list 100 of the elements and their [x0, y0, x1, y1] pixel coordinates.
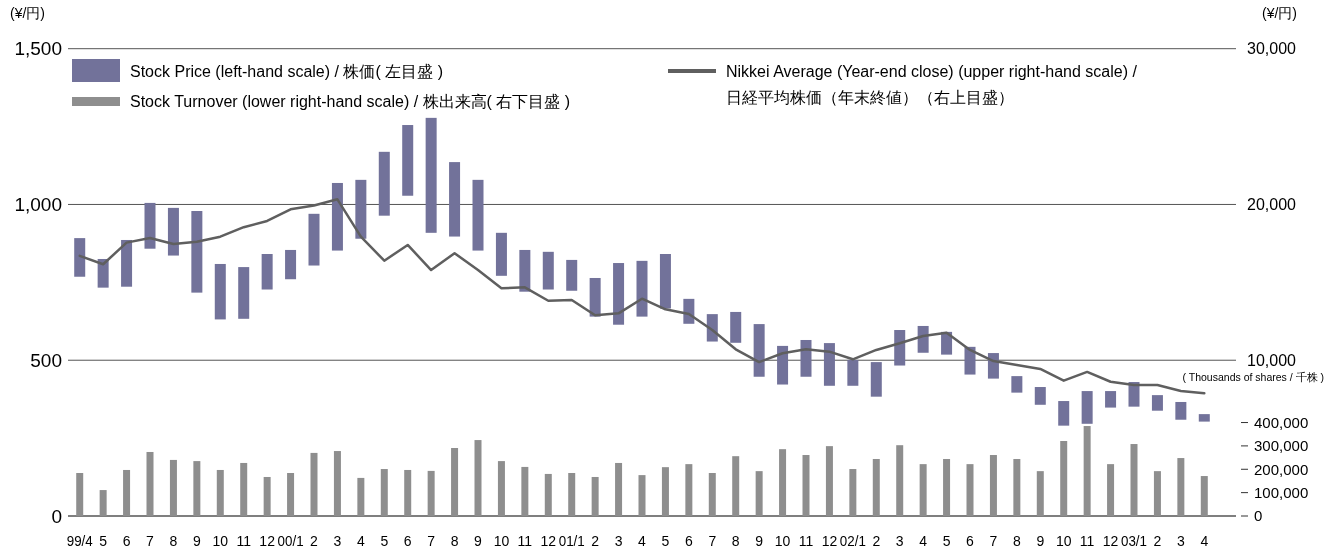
x-tick-label: 10 [774, 532, 791, 549]
bar [308, 213, 320, 266]
bar [99, 490, 107, 516]
bar [966, 464, 974, 516]
x-tick-label: 3 [895, 532, 904, 549]
legend-label: Stock Turnover (lower right-hand scale) / 株出来高( 右下目盛 ) [130, 92, 571, 110]
bar [753, 324, 765, 377]
x-tick-label: 3 [1176, 532, 1185, 549]
bar [191, 211, 203, 293]
bar [638, 475, 646, 516]
bar [1200, 476, 1208, 516]
bar [123, 469, 131, 516]
x-tick-label: 12 [259, 532, 276, 549]
y3-tick-label: 100,000 [1254, 483, 1309, 501]
bar [542, 251, 554, 290]
x-tick-label: 10 [212, 532, 229, 549]
x-tick-label: 8 [731, 532, 740, 549]
x-tick-label: 2 [872, 532, 881, 549]
bar [285, 249, 297, 280]
bar [287, 473, 295, 516]
y3-tick-label: 200,000 [1254, 460, 1309, 478]
bar [872, 458, 880, 516]
bar [472, 179, 484, 251]
x-tick-label: 4 [1200, 532, 1209, 549]
y-tick-label: 500 [30, 349, 62, 371]
bar [76, 473, 84, 516]
y-tick-label: 1,000 [14, 194, 62, 216]
bar [800, 339, 812, 377]
y3-tick-label: 300,000 [1254, 437, 1309, 455]
bar [708, 473, 716, 516]
bar [427, 470, 435, 516]
y2-tick-label: 10,000 [1247, 351, 1297, 369]
x-tick-label: 11 [517, 532, 533, 549]
bar [380, 469, 388, 516]
x-tick-label: 9 [755, 532, 764, 549]
bar [943, 458, 951, 516]
x-tick-label: 12 [540, 532, 557, 549]
bar [521, 466, 529, 516]
y3-axis-title: ( Thousands of shares / 千株 ) [1182, 370, 1324, 383]
x-tick-label: 5 [380, 532, 389, 549]
y2-tick-label: 20,000 [1247, 196, 1297, 214]
bar [167, 207, 179, 256]
bar [1130, 444, 1138, 516]
bar [849, 469, 857, 516]
x-tick-label: 9 [474, 532, 483, 549]
x-tick-label: 8 [1012, 532, 1021, 549]
bar [74, 238, 86, 277]
x-tick-label: 3 [614, 532, 623, 549]
x-tick-label: 5 [661, 532, 670, 549]
x-tick-label: 6 [684, 532, 693, 549]
x-tick-label: 6 [403, 532, 412, 549]
bar [989, 455, 997, 516]
x-tick-label: 9 [1036, 532, 1045, 549]
y2-axis-title: (¥/円) [1262, 5, 1297, 21]
x-tick-label: 9 [192, 532, 201, 549]
bar [425, 117, 437, 233]
bar [144, 202, 156, 249]
bar [894, 330, 906, 366]
bar [779, 449, 787, 516]
legend-label: Nikkei Average (Year-end close) (upper right-hand scale) / 日経平均株価（年末終値）（右上目盛） [726, 62, 1138, 106]
x-tick-label: 11 [236, 532, 252, 549]
x-tick-label: 12 [1102, 532, 1119, 549]
bar [659, 254, 671, 309]
bar [146, 451, 154, 516]
x-tick-label: 99/4 [66, 532, 94, 549]
bar [451, 448, 459, 516]
bar [331, 182, 343, 251]
y3-tick-label: 0 [1254, 507, 1263, 525]
bar [661, 467, 669, 516]
bar [193, 461, 201, 516]
bar [1034, 387, 1046, 405]
y3-tick-label: 400,000 [1254, 413, 1309, 431]
legend-label: Stock Price (left-hand scale) / 株価( 左目盛 ) [130, 62, 443, 80]
bar [1036, 471, 1044, 516]
x-tick-label: 11 [1079, 532, 1095, 549]
x-tick-label: 2 [1153, 532, 1162, 549]
x-tick-label: 5 [99, 532, 108, 549]
bar [238, 267, 250, 319]
x-tick-label: 02/1 [839, 532, 868, 549]
x-tick-label: 7 [989, 532, 998, 549]
bar [378, 151, 390, 216]
x-tick-label: 10 [1055, 532, 1072, 549]
bar [474, 440, 482, 516]
x-tick-label: 7 [427, 532, 436, 549]
bar [896, 445, 904, 516]
x-tick-label: 11 [798, 532, 814, 549]
x-tick-label: 7 [708, 532, 717, 549]
bar [216, 469, 224, 516]
bar [497, 461, 505, 516]
bar [732, 456, 740, 516]
bar [1105, 391, 1117, 408]
bar [1013, 458, 1021, 516]
bar [544, 473, 552, 516]
x-tick-label: 2 [310, 532, 319, 549]
bar [449, 162, 461, 237]
x-tick-label: 8 [450, 532, 459, 549]
bar [777, 345, 789, 385]
bar [589, 277, 601, 317]
x-tick-label: 2 [591, 532, 600, 549]
bar [402, 125, 414, 196]
